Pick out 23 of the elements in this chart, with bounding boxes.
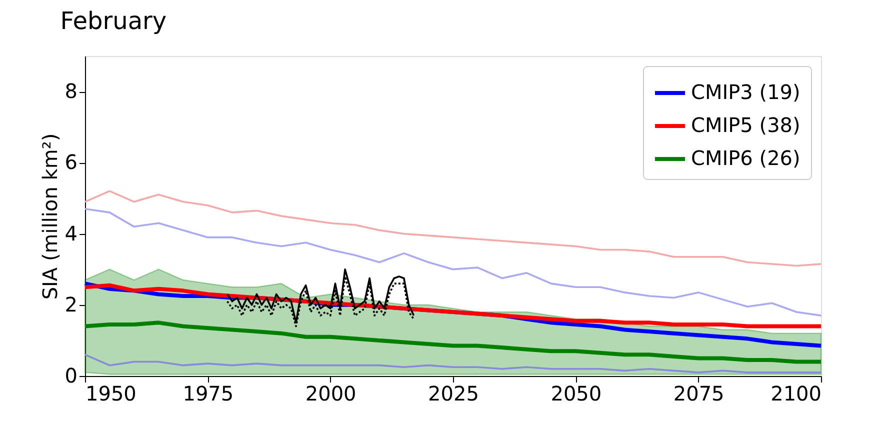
x-tick-label: 2100: [770, 382, 822, 406]
y-axis-title: SIA (million km²): [38, 133, 62, 300]
y-tick-label: 2: [64, 292, 78, 316]
line-series: [226, 268, 415, 324]
x-tick-label: 1950: [86, 382, 136, 406]
legend-label: CMIP5 (38): [691, 113, 800, 137]
x-tick-label: 2025: [428, 382, 479, 406]
y-tick-label: 6: [64, 150, 78, 174]
x-tick-label: 2050: [550, 382, 602, 406]
line-series: [83, 320, 823, 364]
x-tick-label: 2075: [673, 382, 724, 406]
line-series: [84, 190, 822, 267]
y-tick-label: 0: [64, 364, 78, 388]
x-tick-label: 1975: [182, 382, 234, 406]
y-tick-label: 4: [64, 221, 78, 246]
line-series: [83, 283, 823, 328]
chart-title: February: [60, 7, 167, 35]
legend-label: CMIP3 (19): [691, 80, 800, 104]
line-series: [84, 208, 822, 316]
legend-label: CMIP6 (26): [691, 146, 800, 170]
y-tick-label: 8: [64, 79, 78, 104]
line-series: [84, 354, 822, 374]
x-tick-label: 2000: [305, 382, 356, 406]
